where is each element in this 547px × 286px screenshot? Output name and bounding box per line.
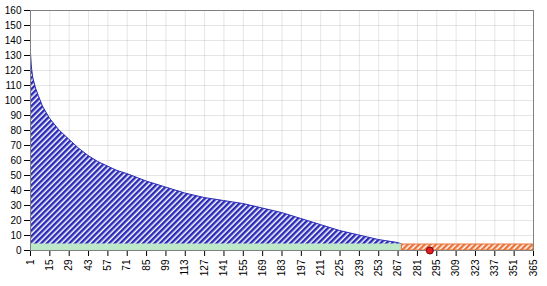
svg-text:309: 309 — [450, 259, 461, 276]
svg-text:211: 211 — [315, 259, 326, 275]
svg-text:160: 160 — [5, 5, 22, 16]
svg-text:100: 100 — [5, 95, 22, 106]
svg-text:90: 90 — [10, 110, 22, 121]
svg-text:70: 70 — [10, 140, 22, 151]
svg-text:239: 239 — [354, 259, 365, 276]
svg-text:99: 99 — [160, 259, 171, 271]
svg-text:10: 10 — [10, 230, 22, 241]
svg-text:60: 60 — [10, 155, 22, 166]
svg-text:0: 0 — [16, 245, 22, 256]
svg-text:337: 337 — [489, 259, 500, 276]
svg-text:323: 323 — [470, 259, 481, 276]
svg-text:1: 1 — [25, 259, 36, 265]
svg-text:113: 113 — [179, 259, 190, 275]
svg-text:57: 57 — [102, 259, 113, 271]
svg-text:71: 71 — [121, 259, 132, 271]
svg-text:281: 281 — [412, 259, 423, 276]
svg-text:120: 120 — [5, 65, 22, 76]
svg-text:267: 267 — [392, 259, 403, 276]
svg-text:225: 225 — [334, 259, 345, 276]
svg-text:365: 365 — [528, 259, 539, 276]
svg-text:197: 197 — [296, 259, 307, 276]
svg-text:169: 169 — [257, 259, 268, 276]
svg-text:127: 127 — [199, 259, 210, 276]
svg-text:40: 40 — [10, 185, 22, 196]
svg-text:155: 155 — [238, 259, 249, 276]
svg-text:183: 183 — [276, 259, 287, 276]
svg-text:150: 150 — [5, 20, 22, 31]
svg-text:30: 30 — [10, 200, 22, 211]
svg-text:80: 80 — [10, 125, 22, 136]
svg-text:50: 50 — [10, 170, 22, 181]
svg-text:29: 29 — [63, 259, 74, 271]
svg-text:85: 85 — [141, 259, 152, 271]
svg-text:15: 15 — [44, 259, 55, 271]
svg-text:43: 43 — [83, 259, 94, 271]
svg-text:130: 130 — [5, 50, 22, 61]
svg-text:20: 20 — [10, 215, 22, 226]
svg-text:141: 141 — [218, 259, 229, 276]
svg-text:295: 295 — [431, 259, 442, 276]
svg-text:110: 110 — [6, 80, 22, 91]
svg-text:351: 351 — [508, 259, 519, 276]
svg-text:140: 140 — [5, 35, 22, 46]
svg-text:253: 253 — [373, 259, 384, 276]
